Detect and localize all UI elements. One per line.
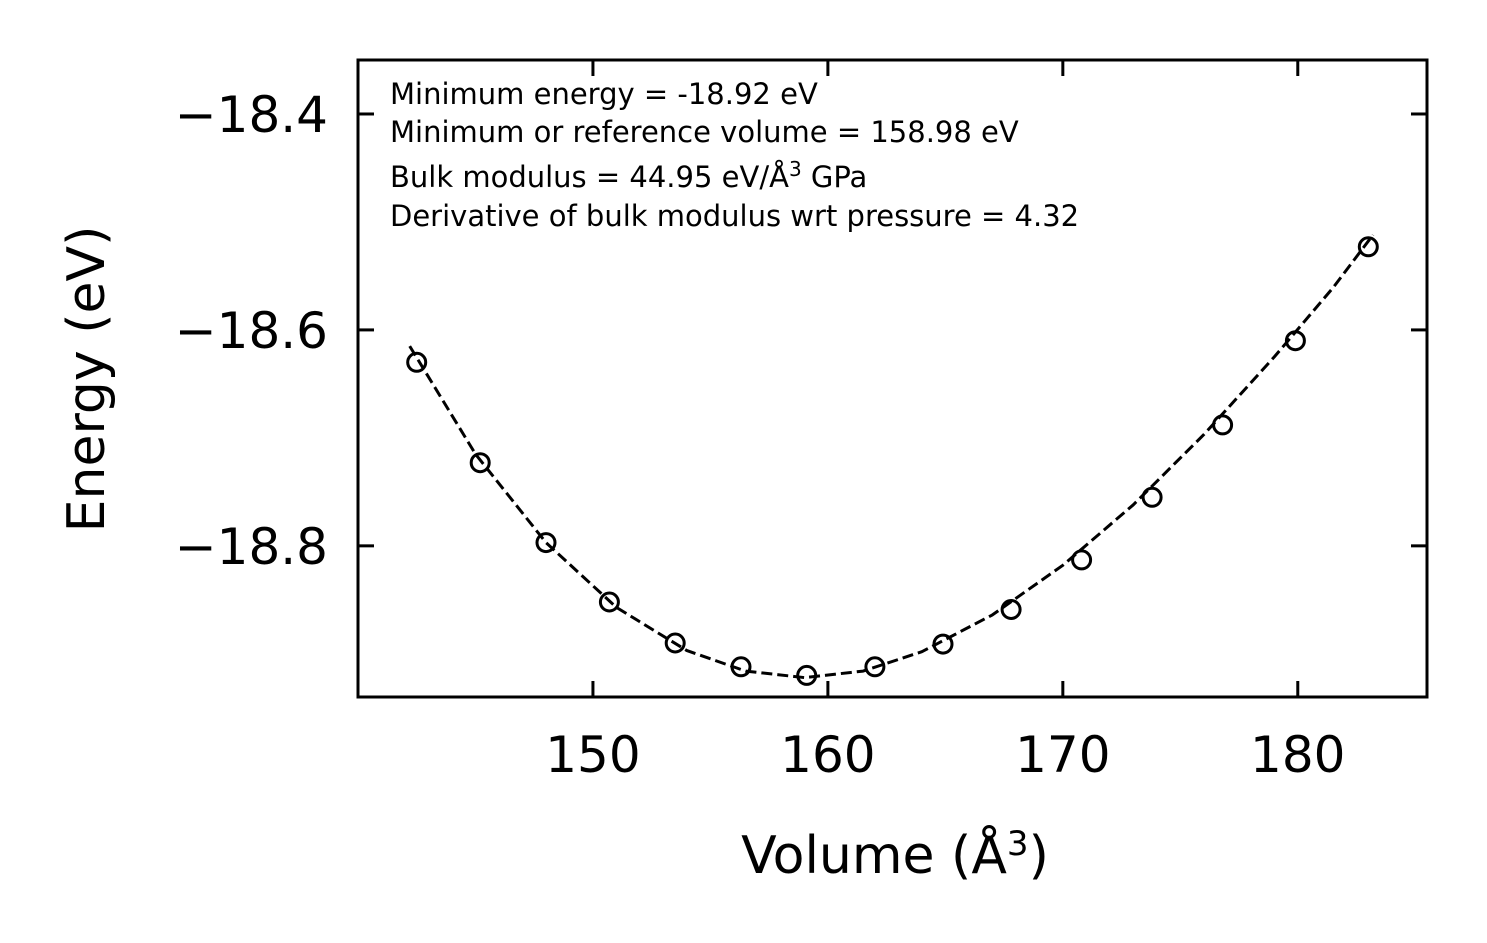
annotation-bulk-modulus: Bulk modulus = 44.95 eV/Å3 GPa: [390, 157, 867, 194]
annotation-bulk-modulus-derivative: Derivative of bulk modulus wrt pressure …: [390, 199, 1079, 233]
plot-frame: [356, 58, 1429, 699]
axis-tick-labels: 150 160 170 180 −18.4 −18.6 −18.8: [175, 86, 1346, 784]
data-point: [1071, 549, 1093, 571]
data-point: [598, 591, 620, 613]
x-tick-label: 150: [545, 726, 640, 784]
data-point: [864, 656, 886, 678]
axis-ticks: [358, 60, 1427, 697]
y-tick-label: −18.8: [175, 518, 328, 576]
annotation-block: Minimum energy = -18.92 eV Minimum or re…: [390, 77, 1079, 233]
annotation-minimum-energy: Minimum energy = -18.92 eV: [390, 77, 818, 111]
data-point: [932, 633, 954, 655]
y-tick-label: −18.6: [175, 302, 328, 360]
x-axis-label: Volume (Å3): [741, 824, 1049, 886]
y-tick-label: −18.4: [175, 86, 328, 144]
data-point: [730, 656, 752, 678]
fit-curve: [408, 233, 1375, 680]
data-point: [406, 351, 428, 373]
x-tick-label: 160: [780, 726, 875, 784]
data-point: [664, 632, 686, 654]
data-point: [469, 452, 491, 474]
data-point: [1357, 236, 1379, 258]
data-point: [535, 532, 557, 554]
x-tick-label: 180: [1250, 726, 1345, 784]
data-point: [1141, 486, 1163, 508]
annotation-reference-volume: Minimum or reference volume = 158.98 eV: [390, 115, 1019, 149]
data-point: [796, 664, 818, 686]
data-point: [1212, 414, 1234, 436]
data-point: [1000, 599, 1022, 620]
data-point: [1284, 330, 1306, 352]
x-tick-label: 170: [1015, 726, 1110, 784]
y-axis-label: Energy (eV): [57, 226, 117, 533]
plot-marks: [406, 233, 1379, 686]
